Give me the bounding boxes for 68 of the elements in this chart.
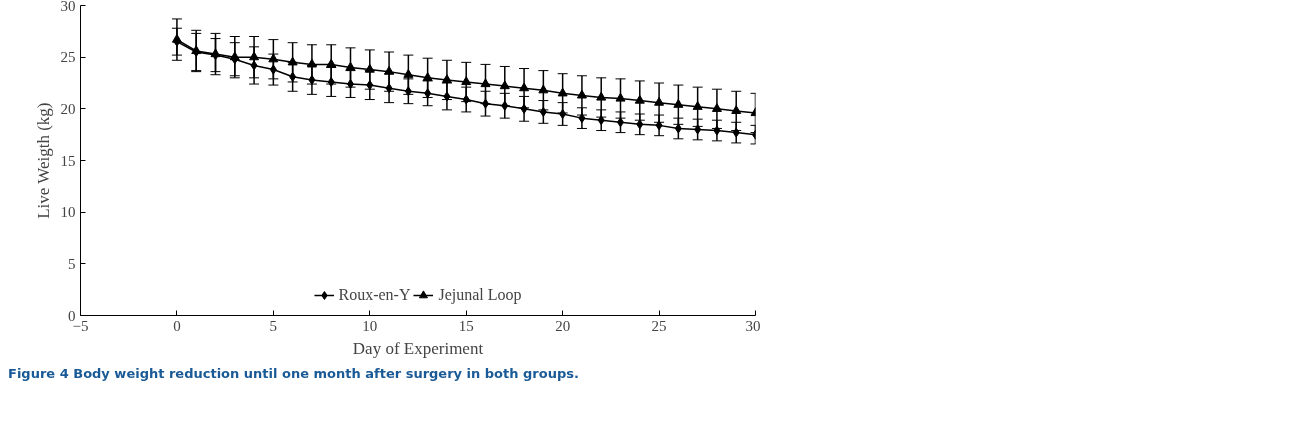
point: [654, 96, 665, 106]
point: [326, 58, 337, 68]
point: [578, 113, 586, 124]
point: [249, 51, 260, 61]
point: [462, 94, 470, 105]
point: [655, 120, 663, 131]
point: [480, 78, 491, 88]
caption: Figure 4 Body weight reduction until one month after surgery in both groups.: [8, 365, 579, 383]
y-tick-label: 5: [68, 255, 76, 272]
point: [306, 58, 317, 68]
point: [519, 82, 530, 92]
point: [384, 65, 395, 75]
point: [250, 60, 258, 71]
legend-label: Jejunal Loop: [438, 286, 522, 304]
point: [615, 92, 626, 102]
point: [559, 109, 567, 119]
point: [308, 74, 316, 85]
point: [596, 91, 607, 101]
point: [443, 91, 451, 102]
point: [597, 115, 605, 126]
y-tick-label: 10: [60, 204, 76, 221]
point: [634, 94, 645, 104]
point: [636, 119, 644, 130]
legend-label: Roux-en-Y: [338, 286, 411, 304]
point: [732, 127, 740, 138]
x-tick-label: 30: [745, 317, 761, 334]
point: [711, 103, 722, 112]
point: [385, 83, 393, 94]
y-tick-label: 20: [60, 100, 76, 117]
point: [692, 101, 703, 110]
point: [229, 51, 240, 61]
point: [422, 72, 433, 81]
x-tick-label: 20: [555, 317, 571, 334]
y-tick-label: 15: [60, 152, 76, 169]
point: [269, 64, 277, 75]
y-tick-label: 25: [60, 49, 76, 66]
point: [539, 106, 547, 117]
point: [287, 56, 298, 66]
y-tick-label: 30: [60, 0, 76, 14]
x-tick-label: 10: [362, 317, 378, 334]
x-tick-label: 15: [458, 317, 474, 334]
point: [731, 105, 742, 114]
x-axis-title: Day of Experiment: [352, 338, 484, 358]
point: [501, 100, 509, 111]
point: [538, 84, 549, 94]
point: [713, 125, 721, 136]
point: [674, 123, 682, 134]
point: [694, 124, 702, 135]
y-axis-title: Live Weigth (kg): [33, 102, 53, 219]
x-tick-label: 25: [651, 317, 667, 334]
point: [289, 71, 297, 82]
point: [461, 76, 472, 86]
point: [268, 53, 279, 63]
point: [499, 80, 510, 90]
point: [520, 103, 528, 114]
point: [171, 33, 182, 43]
point: [441, 74, 452, 83]
point: [403, 69, 414, 78]
x-tick-label: 0: [173, 317, 181, 334]
point: [327, 76, 335, 87]
point: [404, 86, 412, 97]
point: [557, 87, 568, 97]
x-tick-label: 5: [269, 317, 278, 334]
point: [345, 61, 356, 71]
point: [366, 80, 374, 91]
point: [364, 63, 375, 73]
point: [673, 99, 684, 108]
point: [576, 89, 587, 99]
